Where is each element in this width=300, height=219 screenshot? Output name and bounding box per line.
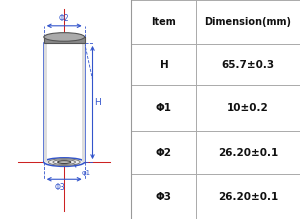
Bar (44, 37, 85, 43)
Text: 65.7±0.3: 65.7±0.3 (221, 60, 274, 70)
Text: Φ1: Φ1 (156, 103, 172, 113)
Text: φ1: φ1 (74, 165, 91, 176)
Text: 26.20±0.1: 26.20±0.1 (218, 148, 278, 158)
Text: Item: Item (152, 17, 176, 27)
Text: 26.20±0.1: 26.20±0.1 (218, 192, 278, 201)
Bar (82, 43, 85, 162)
Ellipse shape (44, 158, 85, 166)
Text: H: H (160, 60, 168, 70)
Bar (44, 43, 85, 162)
Ellipse shape (58, 161, 71, 163)
Ellipse shape (44, 33, 85, 41)
Text: Φ2: Φ2 (156, 148, 172, 158)
Text: Φ3: Φ3 (54, 183, 65, 192)
Bar (44, 43, 46, 162)
Text: Dimension(mm): Dimension(mm) (204, 17, 291, 27)
Text: 10±0.2: 10±0.2 (227, 103, 269, 113)
Text: H: H (94, 98, 101, 107)
Text: Φ3: Φ3 (156, 192, 172, 201)
Text: Φ2: Φ2 (59, 14, 70, 23)
